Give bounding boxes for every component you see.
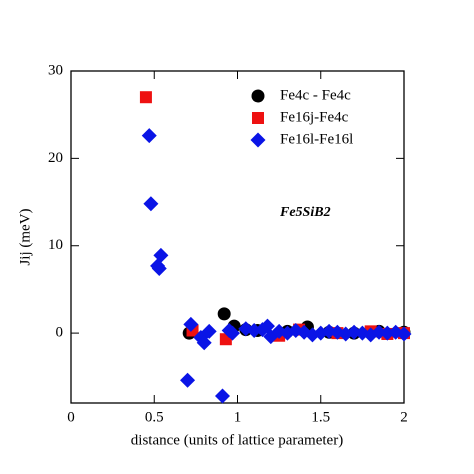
x-tick-label: 1.5 (311, 409, 330, 425)
point (153, 247, 169, 263)
point (225, 325, 241, 341)
y-axis-label: Jij (meV) (17, 208, 33, 265)
y-tick-label: 10 (48, 237, 63, 253)
point (143, 196, 159, 212)
legend-label: Fe16j-Fe4c (280, 109, 349, 125)
point (396, 326, 412, 342)
annotation: Fe5SiB2 (279, 205, 331, 220)
legend-label: Fe16l-Fe16l (280, 131, 353, 147)
point (141, 128, 157, 144)
y-tick-label: 20 (48, 150, 63, 166)
point (217, 307, 231, 321)
plot-frame (70, 70, 405, 404)
legend-marker (250, 132, 266, 148)
point (151, 260, 167, 276)
point (180, 372, 196, 388)
legend-marker (252, 112, 264, 124)
y-tick-label: 30 (48, 62, 63, 78)
point (196, 335, 212, 351)
point (201, 323, 217, 339)
x-tick-label: 1 (234, 409, 242, 425)
point (139, 91, 152, 104)
point (183, 316, 199, 332)
x-tick-label: 0 (67, 409, 75, 425)
legend-label: Fe4c - Fe4c (280, 87, 351, 103)
point (215, 388, 231, 404)
x-tick-label: 0.5 (145, 409, 164, 425)
x-tick-label: 2 (400, 409, 408, 425)
legend-marker (251, 89, 265, 103)
y-tick-label: 0 (56, 325, 64, 341)
x-axis-label: distance (units of lattice parameter) (131, 432, 343, 448)
